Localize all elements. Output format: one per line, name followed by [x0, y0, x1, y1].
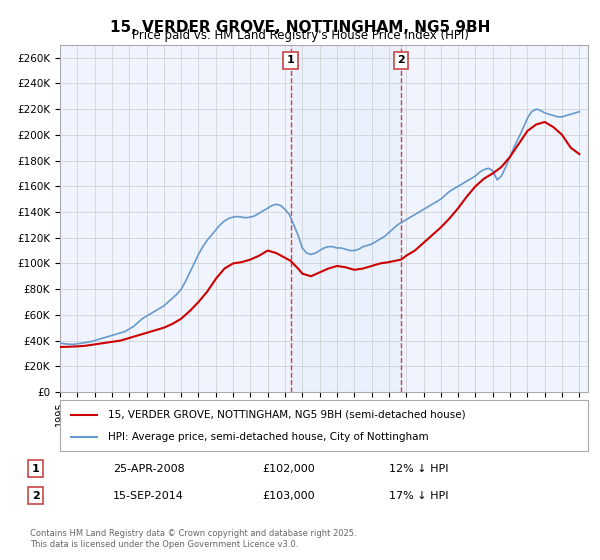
Text: 12% ↓ HPI: 12% ↓ HPI: [389, 464, 448, 474]
Text: 2: 2: [32, 491, 40, 501]
Text: £103,000: £103,000: [262, 491, 314, 501]
Text: 25-APR-2008: 25-APR-2008: [113, 464, 185, 474]
Text: 15, VERDER GROVE, NOTTINGHAM, NG5 9BH: 15, VERDER GROVE, NOTTINGHAM, NG5 9BH: [110, 20, 490, 35]
Text: £102,000: £102,000: [262, 464, 314, 474]
Text: Contains HM Land Registry data © Crown copyright and database right 2025.
This d: Contains HM Land Registry data © Crown c…: [30, 529, 356, 549]
Bar: [290, 45, 401, 392]
Text: 1: 1: [287, 55, 295, 65]
Text: 17% ↓ HPI: 17% ↓ HPI: [389, 491, 448, 501]
Text: 2: 2: [397, 55, 405, 65]
Text: 15-SEP-2014: 15-SEP-2014: [113, 491, 184, 501]
Text: HPI: Average price, semi-detached house, City of Nottingham: HPI: Average price, semi-detached house,…: [107, 432, 428, 442]
Text: Price paid vs. HM Land Registry's House Price Index (HPI): Price paid vs. HM Land Registry's House …: [131, 29, 469, 42]
Text: 1: 1: [32, 464, 40, 474]
Text: 15, VERDER GROVE, NOTTINGHAM, NG5 9BH (semi-detached house): 15, VERDER GROVE, NOTTINGHAM, NG5 9BH (s…: [107, 409, 465, 419]
